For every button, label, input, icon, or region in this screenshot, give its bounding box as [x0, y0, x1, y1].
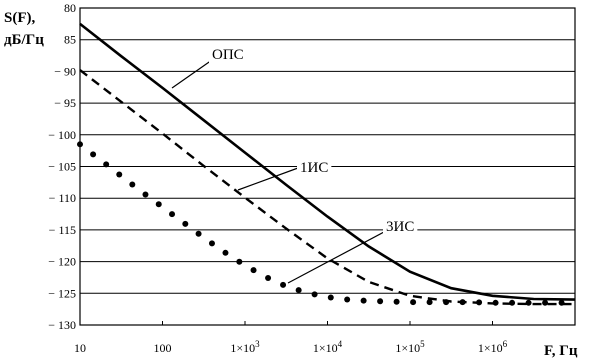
- data-point: [311, 291, 318, 298]
- y-tick-label: − 120: [48, 255, 76, 269]
- y-tick-label: − 95: [54, 96, 76, 110]
- annotations: ОПС 1ИС 3ИС: [171, 46, 418, 284]
- data-point: [410, 299, 417, 306]
- data-point: [222, 249, 229, 256]
- data-point: [443, 299, 450, 306]
- y-tick-label: − 130: [48, 318, 76, 332]
- tick-labels: 80 85 − 90 − 95 − 100 − 105 − 110 − 115 − 120 − 1…: [48, 1, 507, 355]
- x-tick-label: 1×105: [395, 339, 425, 355]
- annotation-label-bg: [383, 218, 418, 236]
- annotation-label: ОПС: [212, 47, 244, 63]
- annotation-label: 3ИС: [386, 219, 414, 235]
- y-tick-label: − 110: [49, 191, 76, 205]
- annotation-label-bg: [297, 159, 332, 177]
- data-point: [542, 299, 549, 306]
- data-point: [142, 191, 149, 198]
- data-point: [129, 181, 136, 188]
- x-tick-label: 10: [74, 341, 86, 355]
- annotation-leader: [171, 59, 213, 89]
- data-point: [90, 151, 97, 158]
- data-point: [377, 298, 384, 305]
- data-point: [295, 287, 302, 294]
- data-point: [492, 299, 499, 306]
- data-point: [208, 240, 215, 247]
- data-point: [426, 299, 433, 306]
- y-axis-label-line2: дБ/Гц: [4, 32, 44, 48]
- y-tick-label: − 90: [54, 64, 76, 78]
- data-point: [344, 296, 351, 303]
- data-point: [476, 299, 483, 306]
- grid-lines: [80, 8, 575, 325]
- series-ОПС: [79, 22, 576, 301]
- y-tick-label: − 125: [48, 286, 76, 300]
- data-point: [195, 230, 202, 237]
- data-point: [169, 211, 176, 218]
- y-tick-label: 85: [64, 33, 76, 47]
- y-tick-label: − 115: [49, 223, 76, 237]
- annotation-leader: [287, 231, 385, 284]
- data-point: [182, 220, 189, 227]
- data-point: [103, 161, 110, 168]
- annotation-label: 1ИС: [300, 160, 328, 176]
- y-tick-label: − 105: [48, 160, 76, 174]
- x-tick-label: 1×104: [313, 339, 343, 355]
- data-point: [280, 281, 287, 288]
- x-tick-label: 1×103: [230, 339, 260, 355]
- data-point: [116, 171, 123, 178]
- data-point: [393, 298, 400, 305]
- series-1ИС: [79, 69, 575, 306]
- y-tick-label: 80: [64, 1, 76, 15]
- data-point: [250, 267, 257, 274]
- x-axis-label: F, Гц: [544, 343, 578, 359]
- data-point: [360, 297, 367, 304]
- data-point: [525, 299, 532, 306]
- data-point: [509, 299, 516, 306]
- data-point: [265, 274, 272, 281]
- data-point: [459, 299, 466, 306]
- y-tick-label: − 100: [48, 128, 76, 142]
- x-tick-label: 1×106: [478, 339, 508, 355]
- annotation-leader: [237, 167, 299, 191]
- data-point: [558, 299, 565, 306]
- series-layer: [77, 22, 576, 306]
- data-point: [236, 258, 243, 265]
- plot-frame: [79, 7, 576, 326]
- data-point: [327, 294, 334, 301]
- data-point: [155, 201, 162, 208]
- y-axis-label-line1: S(F),: [4, 10, 35, 26]
- annotation-label-bg: [209, 46, 247, 64]
- x-tick-label: 100: [154, 341, 172, 355]
